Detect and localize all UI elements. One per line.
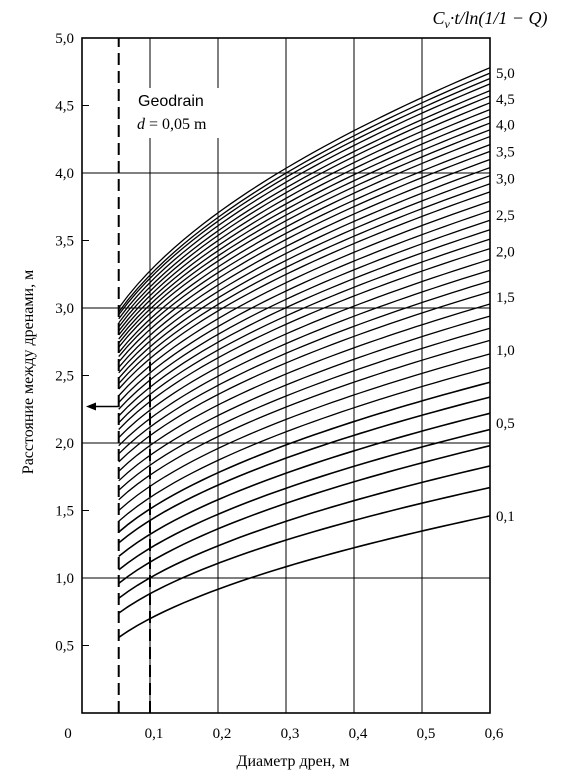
curve-line xyxy=(118,95,491,328)
curve-line xyxy=(118,229,491,417)
curve-label: 3,0 xyxy=(496,171,515,187)
geodrain-text: Geodrain xyxy=(138,93,204,110)
curve-label: 5,0 xyxy=(496,66,515,82)
curve-line xyxy=(118,269,491,447)
curve-line xyxy=(118,122,491,344)
x-tick-label: 0,6 xyxy=(485,726,504,742)
geodrain-label: Geodrain d = 0,05 m xyxy=(128,88,224,138)
curve-line xyxy=(118,339,491,501)
curve-line xyxy=(118,115,491,340)
curve-line xyxy=(118,77,491,316)
curve-line xyxy=(118,183,491,385)
x-tick-label: 0,2 xyxy=(213,726,232,742)
curve-line xyxy=(118,67,491,309)
curve-line xyxy=(118,200,491,397)
plot-frame xyxy=(81,37,491,714)
curve-line xyxy=(118,191,491,390)
curve-line xyxy=(118,144,491,358)
parameter-title: Cv·t/ln(1/1 − Q) xyxy=(433,8,548,31)
curve-line xyxy=(118,238,491,424)
x-tick-label: 0,4 xyxy=(349,726,368,742)
curve-line xyxy=(118,72,491,313)
curve-line xyxy=(118,396,491,544)
curve-label: 4,0 xyxy=(496,117,515,133)
curve-line xyxy=(118,135,491,353)
curve-label: 3,5 xyxy=(496,144,515,160)
curve-line xyxy=(118,166,491,374)
x-tick-label: 0,1 xyxy=(145,726,164,742)
curve-line xyxy=(118,444,491,585)
annotations xyxy=(86,38,151,713)
curve-line xyxy=(118,129,491,348)
curve-line xyxy=(118,353,491,511)
geodrain-diameter: d = 0,05 m xyxy=(137,116,207,133)
x-tick-label: 0,5 xyxy=(417,726,436,742)
curve-label: 2,0 xyxy=(496,244,515,260)
y-tick-label: 3,5 xyxy=(55,234,74,250)
x-tick-label: 0 xyxy=(64,726,72,742)
arrow-head xyxy=(86,402,96,411)
y-tick-label: 5,0 xyxy=(55,31,74,47)
curve-line xyxy=(118,303,491,472)
curves xyxy=(118,67,491,639)
y-tick-label: 4,0 xyxy=(55,166,74,182)
y-axis-title: Расстояние между дренами, м xyxy=(20,270,37,474)
curve-line xyxy=(118,258,491,439)
curve-label: 4,5 xyxy=(496,92,515,108)
curve-label: 1,0 xyxy=(496,343,515,359)
curve-line xyxy=(118,515,491,639)
curve-line xyxy=(118,90,491,324)
y-tick-label: 2,0 xyxy=(55,436,74,452)
curve-line xyxy=(118,158,491,368)
x-tick-labels: 0 0,1 0,2 0,3 0,4 0,5 0,6 xyxy=(64,726,504,742)
curve-line xyxy=(118,219,491,410)
curve-line xyxy=(118,465,491,599)
curve-label: 2,5 xyxy=(496,208,515,224)
curve-label: 1,5 xyxy=(496,290,515,306)
x-tick-label: 0,3 xyxy=(281,726,300,742)
y-tick-label: 1,5 xyxy=(55,504,74,520)
curve-line xyxy=(118,486,491,614)
y-tick-labels: 0,5 1,0 1,5 2,0 2,5 3,0 3,5 4,0 4,5 5,0 xyxy=(55,31,74,655)
curve-line xyxy=(118,428,491,571)
curve-line xyxy=(118,381,491,533)
curve-line xyxy=(118,327,491,491)
y-tick-label: 3,0 xyxy=(55,301,74,317)
curve-line xyxy=(118,108,491,336)
curve-labels: 5,0 4,5 4,0 3,5 3,0 2,5 2,0 1,5 1,0 0,5 0,1 xyxy=(496,66,515,525)
curve-line xyxy=(118,412,491,558)
curve-line xyxy=(118,247,491,430)
y-tick-label: 2,5 xyxy=(55,369,74,385)
curve-label: 0,5 xyxy=(496,416,515,432)
curve-line xyxy=(118,291,491,463)
x-axis-title: Диаметр дрен, м xyxy=(237,753,350,770)
curve-label: 0,1 xyxy=(496,509,515,525)
curve-line xyxy=(118,210,491,403)
y-tick-label: 4,5 xyxy=(55,99,74,115)
curve-line xyxy=(118,83,491,320)
curve-line xyxy=(118,102,491,332)
y-tick-label: 1,0 xyxy=(55,571,74,587)
y-tick-label: 0,5 xyxy=(55,639,74,655)
curve-line xyxy=(118,150,491,363)
curve-line xyxy=(118,366,491,522)
curve-line xyxy=(118,280,491,455)
grid xyxy=(82,38,490,713)
curve-line xyxy=(118,175,491,379)
curve-line xyxy=(118,315,491,482)
